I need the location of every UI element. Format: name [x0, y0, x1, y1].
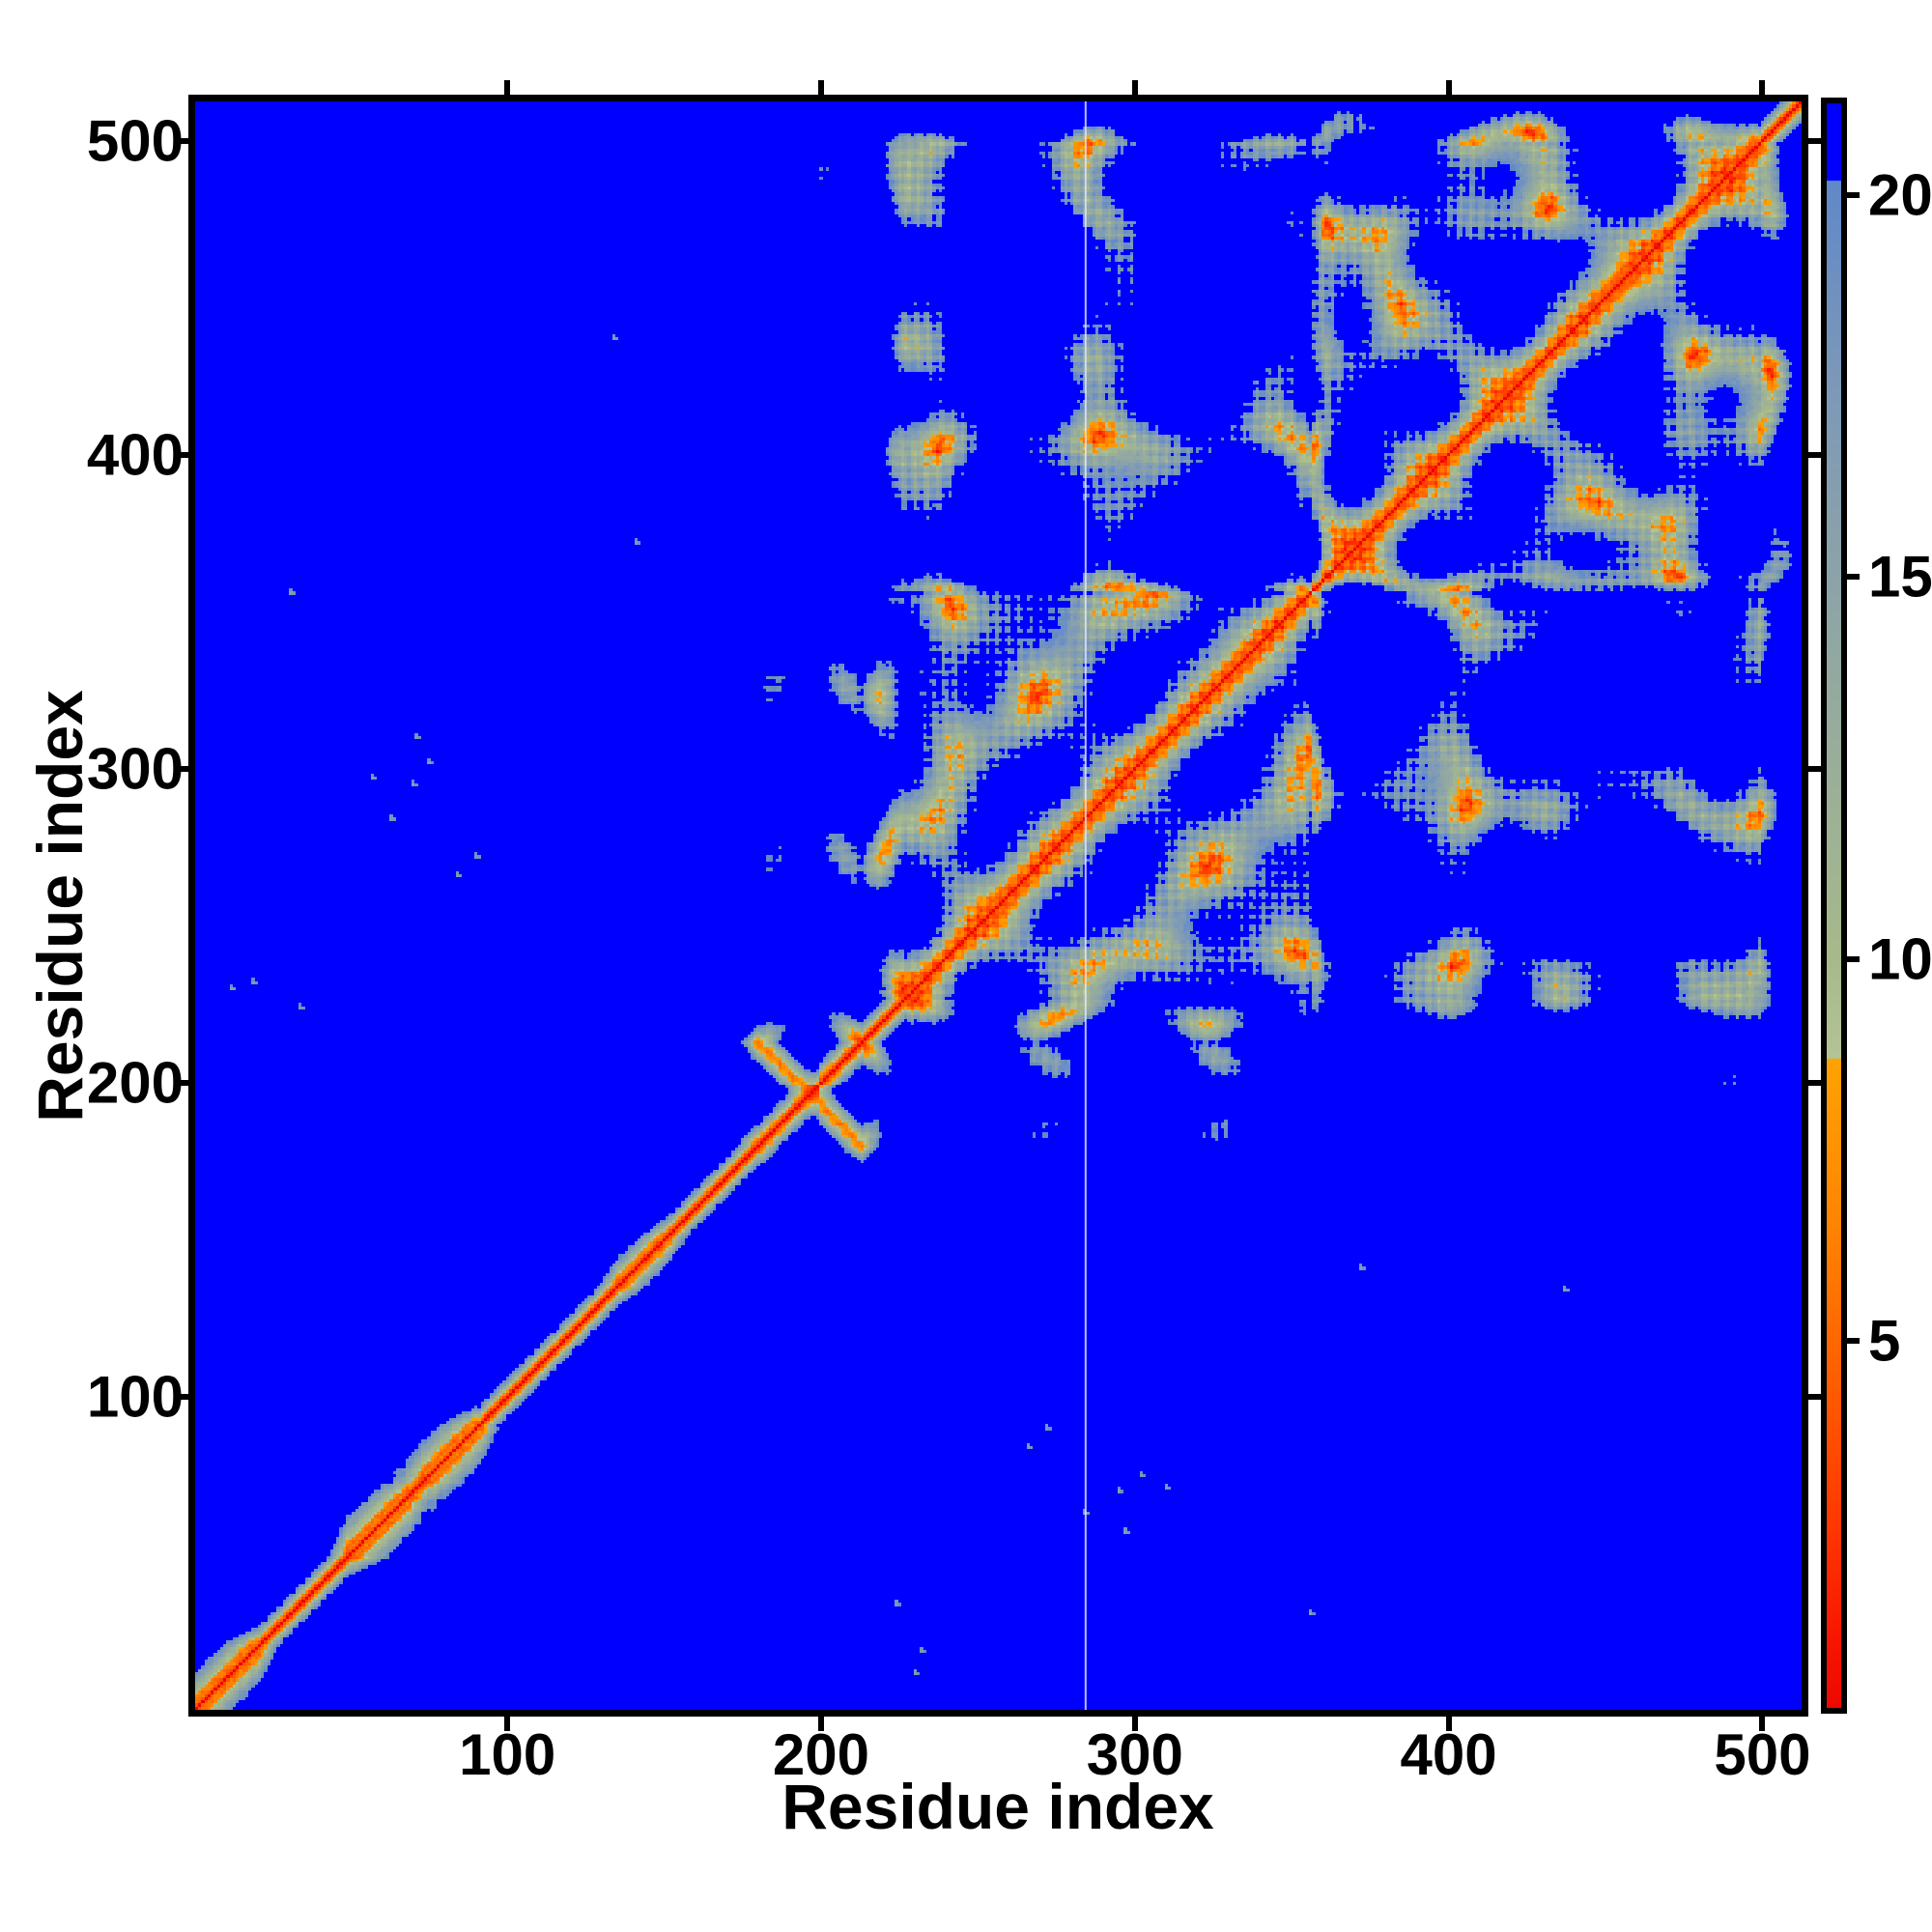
- x-tick-mark-top: [1759, 80, 1766, 95]
- colorbar-tick-label: 20: [1868, 162, 1932, 228]
- colorbar-canvas: [1827, 103, 1841, 1708]
- x-tick-label: 400: [1400, 1722, 1497, 1787]
- x-axis-title: Residue index: [781, 1771, 1214, 1842]
- x-tick-mark-top: [504, 80, 511, 95]
- colorbar-tick-label: 15: [1868, 544, 1932, 610]
- colorbar-tick-label: 5: [1868, 1308, 1901, 1374]
- y-tick-mark-left: [174, 766, 188, 773]
- x-tick-label: 100: [459, 1722, 556, 1787]
- y-tick-mark-right: [1808, 451, 1823, 458]
- y-tick-mark-right: [1808, 766, 1823, 773]
- x-tick-label: 500: [1714, 1722, 1811, 1787]
- y-tick-label: 100: [86, 1364, 184, 1430]
- y-tick-mark-left: [174, 1394, 188, 1401]
- y-tick-mark-right: [1808, 137, 1823, 144]
- x-tick-mark-bottom: [817, 1717, 824, 1731]
- heatmap-plot-frame: [188, 95, 1808, 1717]
- heatmap-canvas: [195, 101, 1802, 1710]
- x-tick-mark-bottom: [1759, 1717, 1766, 1731]
- x-tick-mark-bottom: [1131, 1717, 1138, 1731]
- y-tick-mark-left: [174, 137, 188, 144]
- y-tick-mark-left: [174, 451, 188, 458]
- x-tick-mark-bottom: [1445, 1717, 1452, 1731]
- x-tick-mark-bottom: [504, 1717, 511, 1731]
- y-tick-mark-right: [1808, 1394, 1823, 1401]
- y-tick-label: 400: [86, 422, 184, 488]
- x-tick-label: 300: [1086, 1722, 1183, 1787]
- y-tick-label: 200: [86, 1050, 184, 1116]
- x-tick-mark-top: [1131, 80, 1138, 95]
- colorbar-tick-mark: [1847, 1338, 1860, 1345]
- colorbar-tick-label: 10: [1868, 926, 1932, 992]
- colorbar-tick-mark: [1847, 955, 1860, 962]
- y-tick-mark-right: [1808, 1080, 1823, 1087]
- x-tick-mark-top: [817, 80, 824, 95]
- y-tick-label: 500: [86, 108, 184, 174]
- colorbar-frame: [1821, 98, 1847, 1714]
- colorbar-tick-mark: [1847, 191, 1860, 198]
- y-tick-mark-left: [174, 1080, 188, 1087]
- x-tick-mark-top: [1445, 80, 1452, 95]
- y-tick-label: 300: [86, 736, 184, 802]
- colorbar-tick-mark: [1847, 574, 1860, 581]
- x-tick-label: 200: [772, 1722, 870, 1787]
